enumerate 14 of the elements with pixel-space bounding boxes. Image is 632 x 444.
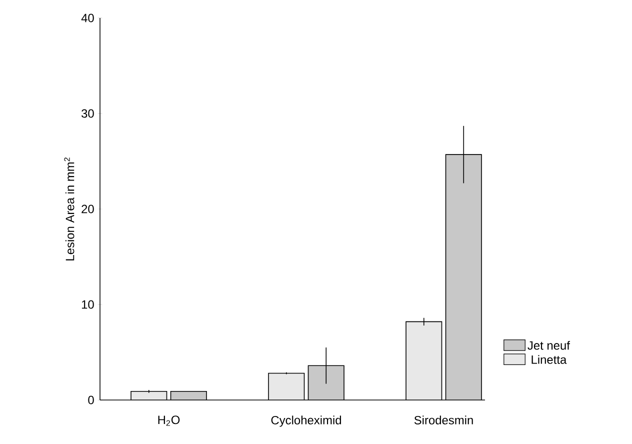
y-tick-label: 0 (88, 396, 94, 404)
legend-label: Jet neuf (528, 340, 570, 350)
y-tick-label: 10 (82, 300, 94, 309)
y-tick-label: 30 (82, 109, 94, 118)
x-tick-label: H$_{2}$O (158, 416, 180, 426)
bar (445, 154, 482, 400)
bar (406, 321, 442, 400)
y-tick-label: 40 (81, 14, 94, 22)
y-axis-title: Lesion Area in mm$^{2}$ (64, 158, 74, 260)
x-tick-label: Cycloheximid (271, 416, 342, 427)
bar (268, 373, 304, 400)
x-tick-label: Sirodesmin (414, 416, 473, 424)
y-tick-label: 20 (82, 204, 94, 214)
legend-label: Linetta (532, 355, 567, 364)
